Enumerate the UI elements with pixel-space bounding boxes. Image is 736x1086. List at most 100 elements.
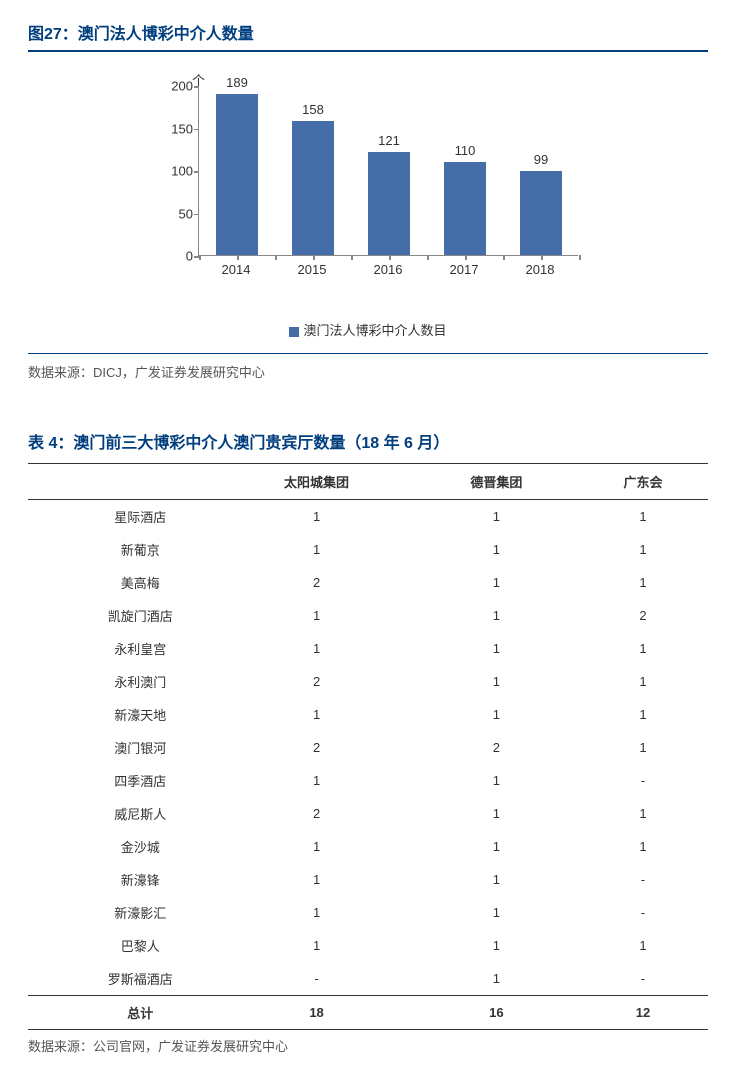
chart-container: 个 05010015020018915812111099 20142015201…	[28, 64, 708, 354]
y-tick-mark	[194, 129, 199, 131]
table-cell: 新葡京	[28, 533, 218, 566]
table-cell: 1	[415, 500, 578, 534]
table-cell: 威尼斯人	[28, 797, 218, 830]
x-tick-mark	[237, 255, 239, 260]
legend-swatch	[289, 327, 299, 337]
figure-title: 图27：澳门法人博彩中介人数量	[28, 20, 708, 52]
table-cell: 1	[415, 533, 578, 566]
table-cell: 1	[415, 896, 578, 929]
bar-value-label: 121	[359, 133, 419, 148]
chart-legend: 澳门法人博彩中介人数目	[28, 320, 708, 339]
table-cell: 1	[415, 632, 578, 665]
table-row: 罗斯福酒店-1-	[28, 962, 708, 996]
x-tick-mark	[503, 255, 505, 260]
x-tick-label: 2016	[358, 262, 418, 277]
table-cell: 1	[415, 764, 578, 797]
bar-value-label: 99	[511, 152, 571, 167]
bar	[444, 162, 486, 256]
table-cell: 1	[415, 566, 578, 599]
table-cell: 18	[218, 996, 414, 1030]
table-cell: 1	[218, 764, 414, 797]
table-cell: 1	[415, 599, 578, 632]
table-cell: 总计	[28, 996, 218, 1030]
table-total-row: 总计181612	[28, 996, 708, 1030]
table-row: 新葡京111	[28, 533, 708, 566]
bar	[216, 94, 258, 255]
table-cell: -	[578, 764, 708, 797]
table-cell: 1	[578, 731, 708, 764]
table-cell: 1	[218, 830, 414, 863]
table-cell: 1	[218, 599, 414, 632]
table-cell: 永利皇宫	[28, 632, 218, 665]
x-tick-label: 2015	[282, 262, 342, 277]
x-tick-mark	[351, 255, 353, 260]
table-cell: 1	[578, 830, 708, 863]
table-cell: 星际酒店	[28, 500, 218, 534]
table-row: 新濠影汇11-	[28, 896, 708, 929]
bar	[520, 171, 562, 255]
table-header-row: 太阳城集团 德晋集团 广东会	[28, 464, 708, 500]
table-header: 德晋集团	[415, 464, 578, 500]
table-cell: 12	[578, 996, 708, 1030]
x-tick-mark	[199, 255, 201, 260]
table-cell: 2	[218, 797, 414, 830]
table-cell: 1	[578, 632, 708, 665]
x-tick-mark	[275, 255, 277, 260]
y-tick-mark	[194, 214, 199, 216]
table-cell: 凯旋门酒店	[28, 599, 218, 632]
plot-area: 05010015020018915812111099	[198, 86, 578, 256]
bar-value-label: 189	[207, 75, 267, 90]
y-tick-label: 150	[157, 121, 193, 136]
table-row: 永利澳门211	[28, 665, 708, 698]
table-cell: 罗斯福酒店	[28, 962, 218, 996]
x-tick-mark	[579, 255, 581, 260]
table-cell: 巴黎人	[28, 929, 218, 962]
table-cell: 1	[578, 929, 708, 962]
table-header	[28, 464, 218, 500]
y-tick-label: 0	[157, 249, 193, 264]
table-title: 表 4：澳门前三大博彩中介人澳门贵宾厅数量（18 年 6 月）	[28, 429, 708, 453]
table-source: 数据来源：公司官网，广发证券发展研究中心	[28, 1036, 708, 1055]
table-cell: 1	[578, 566, 708, 599]
bar-chart: 个 05010015020018915812111099 20142015201…	[128, 72, 608, 292]
table-cell: 1	[218, 863, 414, 896]
table-row: 美高梅211	[28, 566, 708, 599]
table-cell: 新濠影汇	[28, 896, 218, 929]
table-cell: 16	[415, 996, 578, 1030]
table-cell: 2	[218, 566, 414, 599]
table-cell: 1	[218, 500, 414, 534]
table-row: 威尼斯人211	[28, 797, 708, 830]
x-tick-mark	[313, 255, 315, 260]
table-row: 凯旋门酒店112	[28, 599, 708, 632]
table-cell: 1	[218, 698, 414, 731]
table-cell: 1	[415, 698, 578, 731]
x-tick-label: 2018	[510, 262, 570, 277]
table-cell: 四季酒店	[28, 764, 218, 797]
table-cell: 2	[578, 599, 708, 632]
figure-source: 数据来源：DICJ，广发证券发展研究中心	[28, 362, 708, 381]
table-row: 巴黎人111	[28, 929, 708, 962]
table-header: 太阳城集团	[218, 464, 414, 500]
y-tick-label: 100	[157, 164, 193, 179]
table-cell: 2	[218, 731, 414, 764]
table-cell: 1	[415, 797, 578, 830]
table-row: 四季酒店11-	[28, 764, 708, 797]
table-cell: 1	[578, 500, 708, 534]
table-cell: 1	[218, 896, 414, 929]
table-cell: 美高梅	[28, 566, 218, 599]
table-cell: 金沙城	[28, 830, 218, 863]
table-cell: 1	[415, 962, 578, 996]
bar	[368, 152, 410, 255]
table-cell: 1	[218, 533, 414, 566]
x-tick-label: 2014	[206, 262, 266, 277]
table-cell: 1	[415, 929, 578, 962]
table-cell: 1	[415, 863, 578, 896]
table-cell: 2	[218, 665, 414, 698]
table-cell: 1	[218, 929, 414, 962]
x-tick-mark	[389, 255, 391, 260]
table-cell: 2	[415, 731, 578, 764]
table-cell: 新濠锋	[28, 863, 218, 896]
bar-value-label: 110	[435, 143, 495, 158]
y-tick-label: 50	[157, 206, 193, 221]
table-cell: 1	[415, 830, 578, 863]
